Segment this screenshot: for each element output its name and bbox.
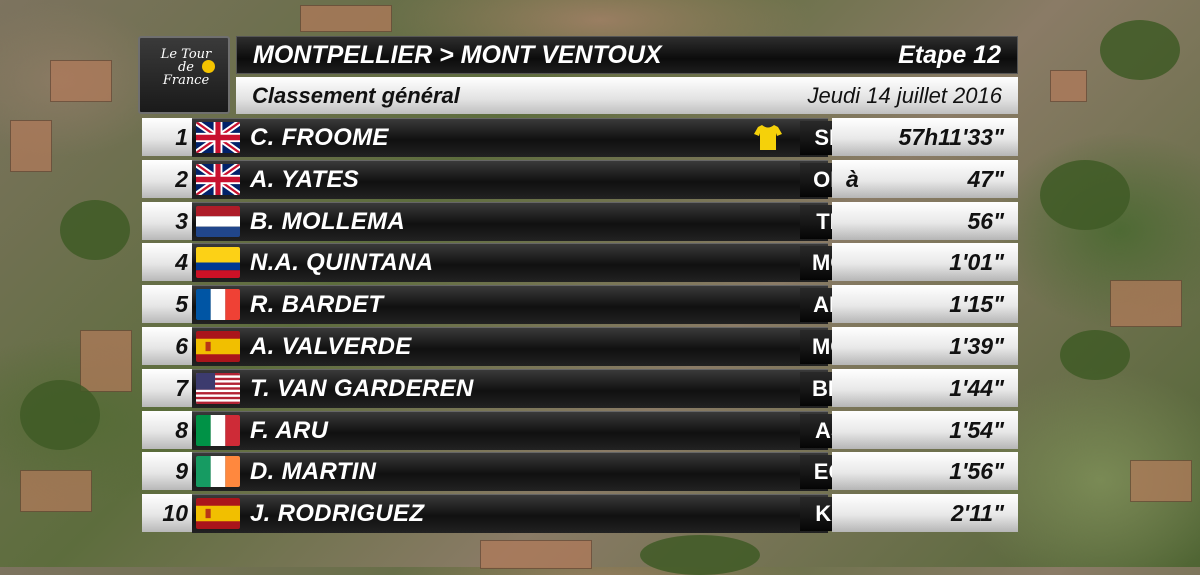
- standings-row: 1C. FROOMESKY 57h11'33": [142, 118, 1018, 157]
- standings-row: 2A. YATESOBEà 47": [142, 159, 1018, 199]
- standings-row: 6A. VALVERDEMOV 1'39": [142, 327, 1018, 366]
- date-label: Jeudi 14 juillet 2016: [807, 82, 1002, 108]
- time-value: 1'01": [949, 249, 1004, 276]
- rider-bar: T. VAN GARDERENBMC: [192, 368, 874, 408]
- rider-name: A. YATES: [250, 165, 360, 193]
- rider-bar: C. FROOMESKY: [192, 118, 874, 157]
- time-box: 1'54": [832, 410, 1018, 449]
- rank-number: 6: [142, 327, 192, 365]
- time-value: 47": [967, 165, 1005, 192]
- rank-number: 7: [142, 368, 192, 407]
- time-value: 1'44": [949, 374, 1004, 401]
- classification-title: Classement général: [252, 82, 460, 108]
- flag-co-icon: [196, 247, 240, 279]
- rider-name: R. BARDET: [250, 291, 384, 319]
- rider-bar: N.A. QUINTANAMOV: [192, 243, 874, 283]
- flag-gb-icon: [196, 163, 240, 195]
- logo-sun-icon: [202, 60, 215, 73]
- flag-es-icon: [196, 498, 240, 530]
- time-value: 2'11": [950, 500, 1004, 527]
- time-box: à 47": [832, 159, 1018, 198]
- time-box: 57h11'33": [832, 118, 1018, 156]
- time-box: 2'11": [832, 494, 1018, 533]
- rider-name: N.A. QUINTANA: [250, 249, 434, 277]
- rider-name: C. FROOME: [250, 124, 389, 151]
- tour-de-france-logo: Le Tour de France: [138, 36, 230, 114]
- standings-row: 9D. MARTINEQS 1'56": [142, 452, 1018, 492]
- flag-ie-icon: [196, 456, 240, 488]
- time-value: 1'54": [949, 416, 1004, 443]
- time-value: 57h11'33": [898, 124, 1004, 150]
- time-box: 1'44": [832, 368, 1018, 407]
- time-value: 1'39": [949, 333, 1004, 359]
- flag-gb-icon: [196, 122, 240, 153]
- rank-number: 10: [142, 494, 192, 533]
- rank-number: 5: [142, 285, 192, 324]
- rider-bar: D. MARTINEQS: [192, 452, 874, 492]
- time-box: 1'15": [832, 285, 1018, 324]
- time-box: 1'39": [832, 327, 1018, 365]
- rider-bar: A. YATESOBE: [192, 159, 874, 199]
- rank-number: 4: [142, 243, 192, 282]
- standings-row: 3B. MOLLEMATFS 56": [142, 201, 1018, 241]
- yellow-jersey-icon: [754, 123, 782, 151]
- time-box: 1'56": [832, 452, 1018, 491]
- time-gap-prefix: à: [846, 165, 859, 192]
- time-value: 56": [967, 207, 1005, 234]
- rider-name: F. ARU: [250, 416, 329, 444]
- standings-row: 7T. VAN GARDERENBMC 1'44": [142, 368, 1018, 408]
- rank-number: 2: [142, 159, 192, 198]
- standings-row: 4N.A. QUINTANAMOV 1'01": [142, 243, 1018, 283]
- rider-bar: R. BARDETALM: [192, 285, 874, 325]
- flag-nl-icon: [196, 205, 240, 237]
- rider-name: A. VALVERDE: [250, 333, 412, 360]
- logo-text: Le Tour de France: [160, 47, 212, 88]
- flag-us-icon: [196, 372, 240, 404]
- route-title: MONTPELLIER > MONT VENTOUX: [253, 40, 662, 69]
- rank-number: 3: [142, 201, 192, 240]
- rank-number: 8: [142, 410, 192, 449]
- time-value: 1'15": [949, 291, 1004, 318]
- standings-row: 10J. RODRIGUEZKAT 2'11": [142, 494, 1018, 534]
- rider-bar: B. MOLLEMATFS: [192, 201, 874, 241]
- standings-row: 8F. ARUAST 1'54": [142, 410, 1018, 450]
- time-value: 1'56": [949, 458, 1004, 485]
- rider-bar: J. RODRIGUEZKAT: [192, 494, 874, 534]
- flag-it-icon: [196, 414, 240, 446]
- rider-name: J. RODRIGUEZ: [250, 500, 425, 528]
- rider-name: B. MOLLEMA: [250, 207, 405, 235]
- rider-bar: A. VALVERDEMOV: [192, 327, 874, 366]
- rider-bar: F. ARUAST: [192, 410, 874, 450]
- classification-header: Classement général Jeudi 14 juillet 2016: [236, 77, 1018, 114]
- flag-es-icon: [196, 331, 240, 362]
- time-box: 1'01": [832, 243, 1018, 282]
- rider-name: T. VAN GARDEREN: [250, 374, 474, 402]
- rank-number: 9: [142, 452, 192, 491]
- rank-number: 1: [142, 118, 192, 156]
- stage-label: Etape 12: [898, 40, 1001, 69]
- flag-fr-icon: [196, 289, 240, 321]
- rider-name: D. MARTIN: [250, 458, 377, 486]
- standings-row: 5R. BARDETALM 1'15": [142, 285, 1018, 325]
- route-header: MONTPELLIER > MONT VENTOUX Etape 12: [236, 36, 1018, 74]
- time-box: 56": [832, 201, 1018, 240]
